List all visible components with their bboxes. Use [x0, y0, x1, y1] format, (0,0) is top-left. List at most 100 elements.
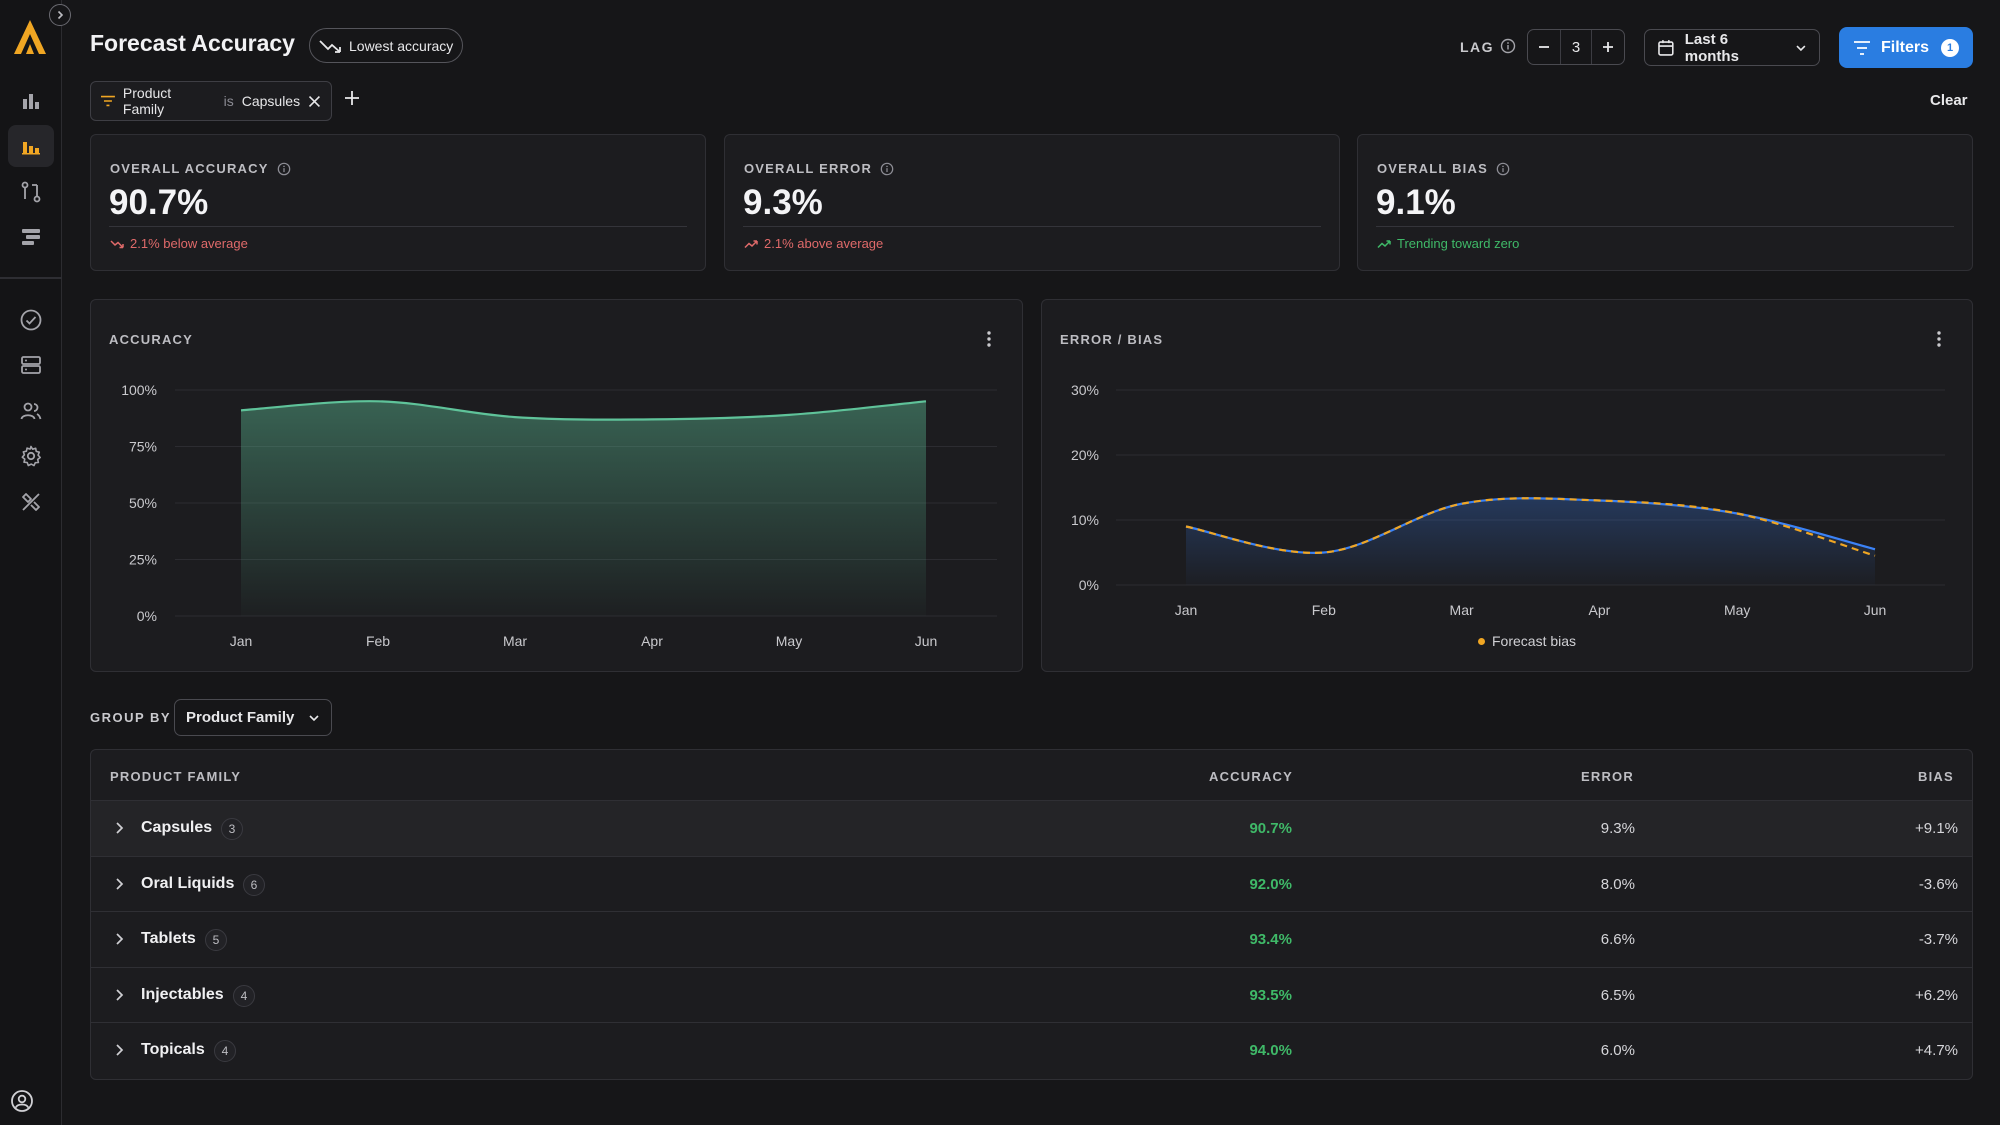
sort-chip-label: Lowest accuracy [349, 37, 454, 54]
nav-team[interactable] [8, 390, 54, 432]
active-filter-chip[interactable]: Product Family is Capsules [90, 81, 332, 121]
info-icon[interactable] [277, 162, 291, 176]
sidebar-collapse-button[interactable] [49, 4, 71, 26]
y-tick-label: 10% [1071, 512, 1099, 528]
kpi-label: OVERALL ACCURACY [110, 161, 291, 176]
row-accuracy: 93.4% [1249, 931, 1292, 949]
x-tick-label: Jun [915, 633, 938, 649]
chevron-down-icon [309, 714, 319, 721]
page-title: Forecast Accuracy [90, 30, 295, 56]
group-by-select[interactable]: Product Family [174, 699, 332, 736]
accuracy-chart-card: 100% 75% 50% 25% 0% Jan Feb Mar Apr May Jun ACCURA… [90, 299, 1023, 672]
series-line [240, 400, 927, 421]
route-icon [21, 181, 41, 203]
y-tick-label: 0% [137, 608, 157, 624]
y-tick-label: 30% [1071, 382, 1099, 398]
chart-menu-button[interactable] [986, 330, 992, 353]
check-circle-icon [20, 309, 42, 331]
table-row[interactable]: Oral Liquids 6 92.0% 8.0% -3.6% [91, 857, 1972, 913]
x-tick-label: Jan [230, 633, 253, 649]
legend-label: Forecast bias [1492, 633, 1577, 649]
filter-field: Product Family [122, 85, 172, 117]
nav-tools[interactable] [8, 481, 54, 523]
table-header: PRODUCT FAMILY ACCURACY ERROR BIAS [91, 750, 1972, 801]
row-count-badge: 5 [205, 929, 227, 952]
col-header-error[interactable]: ERROR [1581, 769, 1634, 784]
row-name: Oral Liquids [141, 874, 235, 892]
clear-filters-button[interactable]: Clear [1930, 92, 1968, 109]
series-area [241, 401, 926, 616]
kpi-value: 90.7% [109, 183, 209, 222]
table-row[interactable]: Tablets 5 93.4% 6.6% -3.7% [91, 912, 1972, 968]
table-row[interactable]: Injectables 4 93.5% 6.5% +6.2% [91, 968, 1972, 1024]
chevron-right-icon[interactable] [113, 932, 125, 946]
series-area [1186, 498, 1875, 585]
y-tick-label: 50% [129, 495, 157, 511]
x-tick-label: Mar [503, 633, 527, 649]
y-tick-label: 0% [1079, 577, 1099, 593]
chevron-right-icon[interactable] [113, 821, 125, 835]
nav-analytics[interactable] [8, 80, 54, 122]
filters-button[interactable]: Filters 1 [1839, 27, 1973, 68]
chart-title: ACCURACY [109, 332, 193, 347]
table-row[interactable]: Topicals 4 94.0% 6.0% +4.7% [91, 1023, 1972, 1079]
nav-pipelines[interactable] [8, 171, 54, 213]
filters-button-label: Filters [1881, 38, 1930, 56]
chevron-right-icon[interactable] [113, 1043, 125, 1057]
lag-decrement-button[interactable] [1528, 30, 1560, 64]
close-icon[interactable] [308, 95, 321, 108]
info-icon[interactable] [880, 162, 894, 176]
col-header-accuracy[interactable]: ACCURACY [1209, 769, 1293, 784]
nav-planning[interactable] [8, 216, 54, 258]
lag-increment-button[interactable] [1592, 30, 1624, 64]
kpi-label-text: OVERALL BIAS [1377, 161, 1488, 176]
chart-menu-button[interactable] [1936, 330, 1942, 353]
row-error: 6.5% [1600, 986, 1635, 1004]
row-name: Tablets [141, 930, 196, 948]
table-row[interactable]: Capsules 3 90.7% 9.3% +9.1% [91, 801, 1972, 857]
gear-icon [21, 445, 41, 467]
chevron-right-icon[interactable] [113, 877, 125, 891]
date-range-select[interactable]: Last 6 months [1644, 29, 1820, 66]
filter-icon [1854, 40, 1870, 55]
chevron-right-icon[interactable] [113, 988, 125, 1002]
nav-account[interactable] [2, 1081, 42, 1121]
y-tick-label: 20% [1071, 447, 1099, 463]
lag-value[interactable]: 3 [1560, 30, 1592, 64]
y-tick-label: 100% [121, 382, 157, 398]
brand-logo[interactable] [10, 14, 50, 58]
more-vertical-icon [1937, 331, 1941, 347]
user-circle-icon [11, 1090, 33, 1112]
lag-stepper: 3 [1527, 29, 1625, 65]
filters-count-badge: 1 [1941, 38, 1959, 57]
row-error: 9.3% [1600, 820, 1635, 837]
chevron-right-icon [57, 10, 64, 20]
nav-forecast-accuracy[interactable] [8, 125, 54, 167]
row-count-badge: 4 [214, 1040, 236, 1063]
error-bias-chart-card: 30% 20% 10% 0% Jan Feb Mar Apr May Jun ERROR / BI… [1041, 299, 1973, 672]
row-error: 8.0% [1600, 875, 1635, 893]
kpi-delta-text: 2.1% above average [764, 236, 884, 251]
lag-info-icon[interactable] [1500, 38, 1516, 59]
sort-chip[interactable]: Lowest accuracy [309, 28, 464, 63]
nav-settings[interactable] [8, 435, 54, 477]
row-accuracy: 90.7% [1249, 820, 1292, 837]
col-header-bias[interactable]: BIAS [1918, 769, 1954, 784]
nav-data-sources[interactable] [8, 344, 54, 386]
row-name: Topicals [141, 1041, 205, 1059]
x-tick-label: Feb [366, 633, 390, 649]
nav-approvals[interactable] [8, 299, 54, 341]
info-icon[interactable] [1496, 162, 1510, 176]
row-bias: -3.7% [1918, 931, 1958, 949]
legend-swatch [1478, 637, 1485, 645]
kpi-card-bias: OVERALL BIAS 9.1% Trending toward zero [1357, 134, 1973, 271]
kpi-delta: 2.1% below average [110, 236, 248, 251]
add-filter-button[interactable] [344, 90, 360, 111]
users-icon [20, 402, 42, 420]
row-error: 6.6% [1600, 931, 1635, 949]
chart-legend[interactable]: Forecast bias [1478, 633, 1576, 649]
plus-icon [345, 91, 359, 105]
kpi-value: 9.1% [1376, 183, 1456, 222]
trend-up-icon [1377, 239, 1391, 248]
col-header-name[interactable]: PRODUCT FAMILY [110, 769, 242, 784]
